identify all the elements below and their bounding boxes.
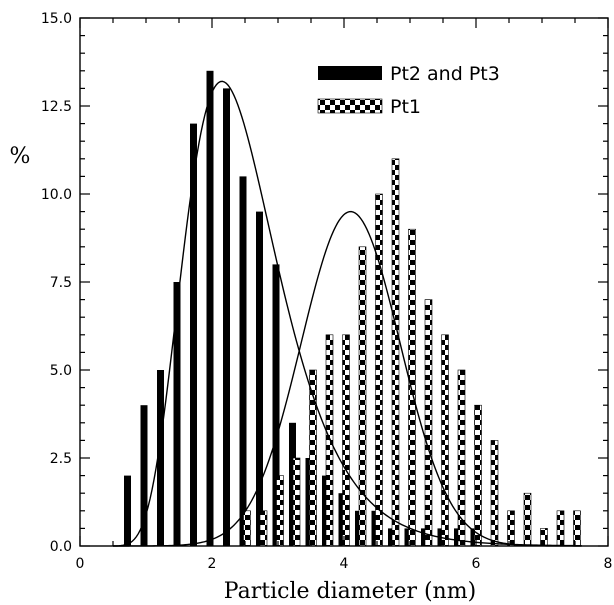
x-tick-label: 6 — [472, 556, 481, 572]
bar-pt2-pt3 — [272, 264, 280, 546]
y-tick-label: 15.0 — [41, 11, 72, 27]
y-tick-label: 5.0 — [50, 363, 72, 379]
bar-pt2-pt3 — [206, 70, 214, 547]
y-tick-label: 10.0 — [41, 187, 72, 203]
x-axis-label: Particle diameter (nm) — [224, 579, 476, 604]
bar-pt1 — [243, 510, 251, 547]
bar-pt1 — [556, 510, 565, 547]
bar-pt1 — [441, 334, 449, 547]
legend-label: Pt2 and Pt3 — [390, 63, 500, 85]
y-tick-label: 0.0 — [50, 539, 72, 555]
x-tick-label: 4 — [340, 556, 349, 572]
fit-curves-group — [112, 80, 582, 547]
legend-swatch — [317, 98, 383, 114]
bar-pt1 — [507, 510, 515, 547]
bar-pt1 — [342, 334, 350, 547]
bar-pt1 — [523, 492, 532, 547]
bar-pt2-pt3 — [355, 510, 362, 546]
legend: Pt2 and Pt3 Pt1 — [317, 63, 500, 118]
bar-pt1 — [474, 404, 482, 547]
bar-pt2-pt3 — [256, 211, 263, 546]
bar-pt2-pt3 — [289, 422, 296, 546]
bar-pt2-pt3 — [421, 528, 428, 546]
y-tick-label: 7.5 — [50, 275, 72, 291]
bar-pt2-pt3 — [454, 528, 461, 546]
bar-pt2-pt3 — [388, 528, 395, 546]
bar-pt2-pt3 — [338, 493, 346, 546]
axes-group: 0 2 4 6 8 0.0 2.5 5.0 7.5 10.0 12.5 15.0 — [41, 11, 613, 572]
bar-pt2-pt3 — [239, 176, 247, 546]
bar-pt2-pt3 — [404, 528, 412, 546]
bar-pt2-pt3 — [157, 370, 164, 546]
bar-pt2-pt3 — [322, 475, 329, 546]
bar-pt1 — [408, 228, 416, 547]
x-tick-label: 8 — [604, 556, 613, 572]
bar-pt1 — [276, 475, 284, 547]
bar-pt1 — [391, 158, 400, 547]
y-axis-label: % — [10, 144, 31, 169]
x-tick-label: 0 — [76, 556, 85, 572]
bar-pt1 — [358, 246, 367, 547]
bar-pt1 — [325, 334, 334, 547]
bar-pt2-pt3 — [470, 528, 478, 546]
fit-curve-pt2-pt3 — [112, 80, 582, 547]
bar-pt1 — [573, 510, 581, 547]
fit-curve-pt1 — [113, 210, 582, 547]
bar-pt2-pt3 — [305, 458, 313, 546]
bar-pt2-pt3 — [173, 282, 181, 546]
bars-group — [124, 70, 581, 547]
y-tick-label: 12.5 — [41, 99, 72, 115]
y-tick-label: 2.5 — [50, 451, 72, 467]
bar-pt1 — [424, 299, 433, 547]
bar-pt1 — [292, 457, 301, 547]
bar-pt2-pt3 — [190, 123, 197, 546]
bar-pt2-pt3 — [124, 475, 131, 546]
bar-pt1 — [490, 440, 499, 547]
x-tick-label: 2 — [208, 556, 217, 572]
bar-pt1 — [259, 510, 268, 547]
legend-label: Pt1 — [390, 96, 421, 118]
bar-pt2-pt3 — [371, 510, 379, 546]
legend-swatch — [318, 66, 382, 80]
bar-pt2-pt3 — [223, 88, 230, 547]
bar-pt2-pt3 — [140, 405, 148, 546]
bar-pt1 — [375, 193, 383, 547]
